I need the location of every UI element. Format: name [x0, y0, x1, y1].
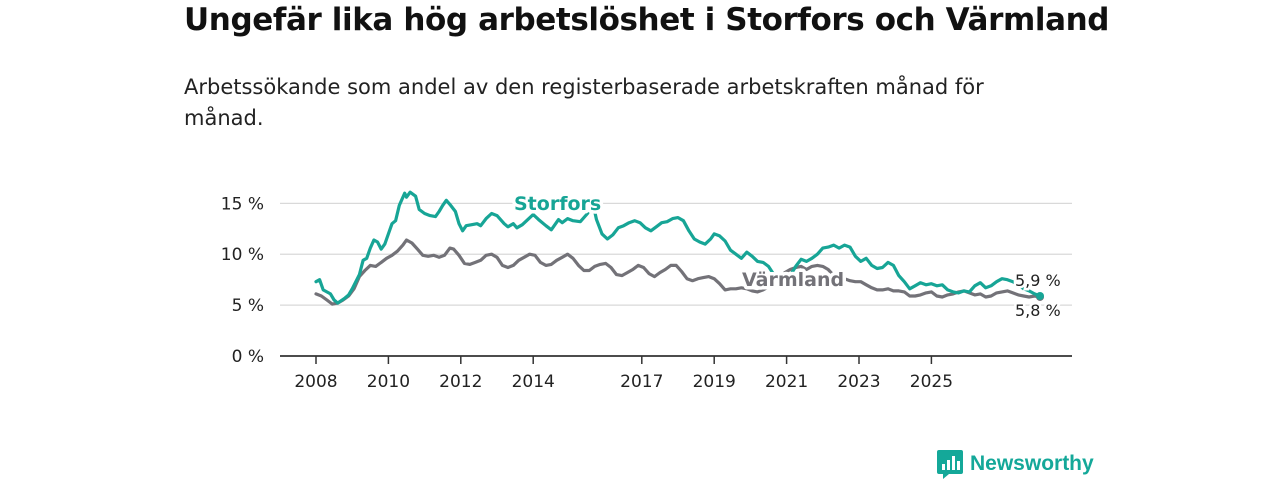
series-end-marker-storfors: [1036, 291, 1044, 300]
x-tick-label: 2025: [910, 372, 953, 392]
newsworthy-icon: [937, 450, 963, 479]
x-tick-label: 2012: [439, 372, 482, 392]
grid-lines: [280, 202, 1072, 306]
series-label-varmland: Värmland: [742, 269, 844, 291]
x-tick-label: 2021: [765, 372, 808, 392]
x-tick-label: 2017: [620, 372, 663, 392]
brand-name: Newsworthy: [970, 452, 1094, 475]
x-tick-label: 2008: [294, 372, 337, 392]
y-tick-label: 10 %: [221, 245, 264, 265]
series-line-storfors: [314, 190, 1042, 305]
x-tick-label: 2014: [512, 372, 555, 392]
y-tick-label: 0 %: [232, 347, 264, 367]
series-lines: [314, 190, 1044, 306]
series-line-varmland: [314, 238, 1042, 306]
x-tick-label: 2019: [693, 372, 736, 392]
y-tick-label: 15 %: [221, 194, 264, 214]
series-labels: Storfors Värmland 5,9 % 5,8 %: [511, 190, 1064, 323]
x-tick-label: 2023: [837, 372, 880, 392]
x-tick-label: 2010: [367, 372, 410, 392]
end-value-label-varmland: 5,8 %: [1015, 301, 1061, 320]
x-axis-ticks: 2008 2010 2012 2014 2017 2019 2021 2023 2025: [294, 356, 953, 392]
newsworthy-logo: Newsworthy: [936, 448, 1094, 480]
series-label-storfors: Storfors: [514, 193, 601, 215]
end-value-label-storfors: 5,9 %: [1015, 271, 1061, 290]
y-tick-label: 5 %: [232, 296, 264, 316]
chart-subtitle: Arbetssökande som andel av den registerb…: [184, 75, 984, 130]
y-axis-ticks: 0 % 5 % 10 % 15 %: [221, 194, 264, 367]
chart-title: Ungefär lika hög arbetslöshet i Storfors…: [184, 2, 1110, 38]
